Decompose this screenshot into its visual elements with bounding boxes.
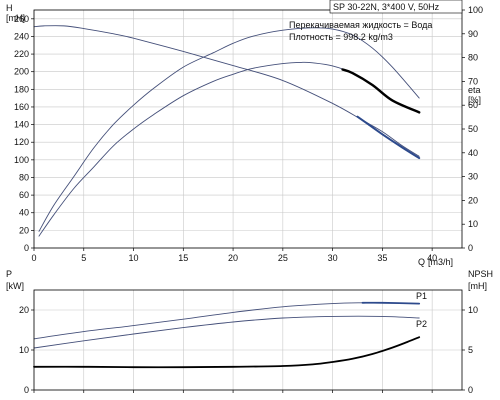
x-tick-label: 35	[377, 253, 387, 263]
p-axis-title: P	[6, 269, 12, 279]
h-axis-title: H	[6, 3, 13, 13]
left-tick-label: 140	[14, 120, 29, 130]
series-line-H_dark	[356, 115, 421, 160]
right-tick-label: 40	[468, 148, 478, 158]
series-line-NPSH	[33, 336, 421, 369]
x-tick-label: 5	[81, 253, 86, 263]
npsh-axis-unit: [mH]	[468, 281, 487, 291]
top-chart-frame	[33, 9, 463, 249]
series-line-P1	[33, 302, 420, 340]
left-tick-label: 0	[24, 243, 29, 253]
bottom-chart-frame	[33, 289, 463, 391]
left-tick-label: 10	[19, 345, 29, 355]
left-tick-label: 120	[14, 137, 29, 147]
top-chart-series	[33, 25, 421, 237]
series-line-eta_upper	[38, 27, 420, 232]
bottom-chart-tick-labels: 0 10 20 0 5 10	[19, 305, 478, 395]
left-tick-label: 100	[14, 155, 29, 165]
x-tick-label: 15	[178, 253, 188, 263]
eta-axis-title: eta	[468, 85, 481, 95]
right-tick-label: 10	[468, 305, 478, 315]
h-axis-unit: [mH]	[6, 13, 25, 23]
x-tick-label: 40	[427, 253, 437, 263]
right-tick-label: 5	[468, 345, 473, 355]
right-tick-label: 30	[468, 172, 478, 182]
x-tick-label: 20	[228, 253, 238, 263]
right-tick-label: 80	[468, 53, 478, 63]
right-tick-label: 90	[468, 29, 478, 39]
left-tick-label: 20	[19, 225, 29, 235]
x-tick-label: 0	[31, 253, 36, 263]
x-tick-label: 10	[129, 253, 139, 263]
left-tick-label: 180	[14, 84, 29, 94]
q-axis-unit: [m3/h]	[428, 257, 453, 267]
left-tick-label: 240	[14, 31, 29, 41]
top-chart-tick-labels: 0 5 10 15 20 25 30 35 40020406080100120140160180…	[14, 5, 483, 263]
pump-model-label: SP 30-22N, 3*400 V, 50Hz	[333, 2, 440, 12]
info-box	[329, 0, 463, 14]
p1-label: P1	[416, 291, 427, 301]
top-chart-grid	[31, 9, 465, 251]
right-tick-label: 0	[468, 243, 473, 253]
p2-label: P2	[416, 319, 427, 329]
left-tick-label: 220	[14, 49, 29, 59]
right-tick-label: 10	[468, 219, 478, 229]
series-line-H	[33, 25, 420, 157]
right-tick-label: 100	[468, 5, 483, 15]
bottom-chart-series	[33, 301, 421, 369]
right-tick-label: 70	[468, 76, 478, 86]
left-tick-label: 160	[14, 102, 29, 112]
left-tick-label: 0	[24, 385, 29, 395]
series-line-eta_lower	[38, 61, 420, 237]
right-tick-label: 20	[468, 195, 478, 205]
series-line-P2	[33, 315, 420, 349]
left-tick-label: 60	[19, 190, 29, 200]
liquid-label: Перекачиваемая жидкость = Вода	[289, 20, 432, 30]
p-axis-unit: [kW]	[6, 281, 24, 291]
left-tick-label: 80	[19, 172, 29, 182]
q-axis-title: Q	[418, 257, 425, 267]
npsh-axis-title: NPSH	[468, 269, 493, 279]
x-tick-label: 25	[278, 253, 288, 263]
series-line-eta_lower_dark	[341, 68, 421, 114]
right-tick-label: 60	[468, 100, 478, 110]
series-line-P1_dark	[361, 301, 421, 305]
eta-axis-unit: [%]	[468, 95, 481, 105]
right-tick-label: 50	[468, 124, 478, 134]
right-tick-label: 0	[468, 385, 473, 395]
left-tick-label: 260	[14, 14, 29, 24]
left-tick-label: 40	[19, 208, 29, 218]
bottom-chart-grid	[31, 290, 465, 393]
left-tick-label: 200	[14, 67, 29, 77]
x-tick-label: 30	[328, 253, 338, 263]
left-tick-label: 20	[19, 305, 29, 315]
density-label: Плотность = 998.2 kg/m3	[289, 32, 393, 42]
